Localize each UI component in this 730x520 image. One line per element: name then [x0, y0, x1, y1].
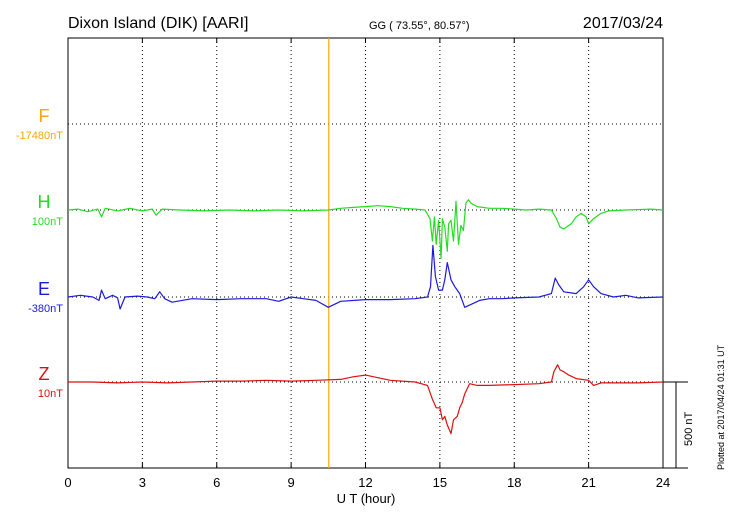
- x-tick-label: 21: [581, 475, 595, 490]
- channel-name-f: F: [39, 106, 50, 126]
- x-tick-label: 0: [64, 475, 71, 490]
- scale-bar-label: 500 nT: [683, 411, 695, 446]
- grid-lines: [68, 38, 663, 468]
- x-tick-label: 15: [433, 475, 447, 490]
- x-tick-label: 18: [507, 475, 521, 490]
- data-traces: [67, 38, 664, 468]
- x-tick-label: 9: [288, 475, 295, 490]
- x-tick-label: 12: [358, 475, 372, 490]
- plot-date: 2017/03/24: [583, 15, 663, 32]
- x-tick-label: 6: [213, 475, 220, 490]
- channel-baseline-f: -17480nT: [16, 130, 63, 142]
- trace-h: [67, 199, 664, 259]
- channel-baseline-e: -380nT: [28, 303, 63, 315]
- channel-name-z: Z: [39, 364, 50, 384]
- x-tick-label: 3: [139, 475, 146, 490]
- channel-baseline-h: 100nT: [32, 216, 63, 228]
- trace-e: [67, 244, 664, 310]
- channel-name-e: E: [38, 279, 50, 299]
- station-title: Dixon Island (DIK) [AARI]: [68, 15, 249, 32]
- channel-labels: F -17480nT H 100nT E -380nT Z 10nT: [16, 106, 63, 400]
- x-axis-label: U T (hour): [337, 491, 396, 506]
- scale-bar: 500 nT: [663, 381, 695, 469]
- channel-name-h: H: [38, 192, 51, 212]
- station-coords: GG ( 73.55°, 80.57°): [369, 20, 470, 32]
- x-axis-ticks: 0 3 6 9 12 15 18 21 24: [64, 38, 670, 490]
- x-tick-label: 24: [656, 475, 670, 490]
- channel-baseline-z: 10nT: [38, 388, 63, 400]
- trace-z: [68, 364, 664, 435]
- plotted-timestamp: Plotted at 2017/04/24 01:31 UT: [716, 344, 726, 470]
